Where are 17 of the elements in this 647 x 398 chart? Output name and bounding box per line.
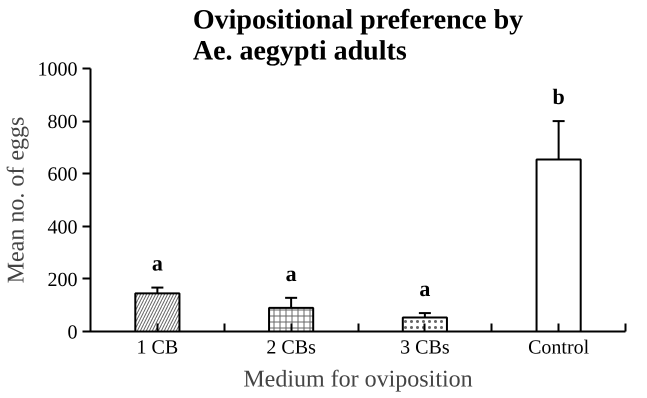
- annotation: a: [286, 260, 297, 286]
- y-tick-label: 1000: [38, 58, 78, 80]
- y-tick-label: 200: [48, 268, 78, 291]
- x-tick-label: 2 CBs: [266, 336, 316, 358]
- x-tick-label: 3 CBs: [400, 336, 450, 358]
- chart-title: Ovipositional preference by Ae. aegypti adults: [192, 4, 524, 66]
- annotation: a: [419, 276, 430, 302]
- annotation: b: [552, 84, 565, 110]
- x-tick-label: Control: [528, 336, 590, 358]
- y-tick-label: 600: [48, 164, 78, 186]
- y-tick-label: 400: [48, 216, 78, 238]
- y-tick-label: 0: [68, 322, 78, 344]
- annotation: a: [152, 250, 163, 276]
- x-axis-title: Medium for oviposition: [243, 366, 473, 392]
- y-tick-label: 800: [48, 111, 78, 134]
- y-axis-title: Mean no. of eggs: [4, 116, 30, 284]
- x-tick-label: 1 CB: [136, 336, 178, 358]
